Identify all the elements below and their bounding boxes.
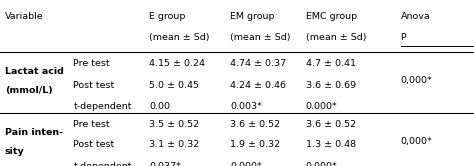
- Text: Variable: Variable: [5, 12, 43, 21]
- Text: EMC group: EMC group: [306, 12, 357, 21]
- Text: 3.5 ± 0.52: 3.5 ± 0.52: [149, 120, 200, 129]
- Text: Lactat acid: Lactat acid: [5, 67, 64, 76]
- Text: 1.3 ± 0.48: 1.3 ± 0.48: [306, 140, 356, 149]
- Text: Anova: Anova: [401, 12, 430, 21]
- Text: 0.003*: 0.003*: [230, 102, 262, 111]
- Text: 1.9 ± 0.32: 1.9 ± 0.32: [230, 140, 280, 149]
- Text: 4.7 ± 0.41: 4.7 ± 0.41: [306, 59, 356, 68]
- Text: Pre test: Pre test: [73, 59, 110, 68]
- Text: (mean ± Sd): (mean ± Sd): [306, 33, 366, 42]
- Text: 0.000*: 0.000*: [230, 162, 262, 166]
- Text: Post test: Post test: [73, 140, 115, 149]
- Text: 4.74 ± 0.37: 4.74 ± 0.37: [230, 59, 286, 68]
- Text: 0,000*: 0,000*: [401, 137, 432, 146]
- Text: 0.000*: 0.000*: [306, 102, 337, 111]
- Text: (mean ± Sd): (mean ± Sd): [230, 33, 291, 42]
- Text: 4.24 ± 0.46: 4.24 ± 0.46: [230, 81, 286, 89]
- Text: Pain inten-: Pain inten-: [5, 128, 63, 137]
- Text: 3.6 ± 0.52: 3.6 ± 0.52: [306, 120, 356, 129]
- Text: 3.6 ± 0.69: 3.6 ± 0.69: [306, 81, 356, 89]
- Text: 3.6 ± 0.52: 3.6 ± 0.52: [230, 120, 280, 129]
- Text: t-dependent: t-dependent: [73, 102, 132, 111]
- Text: Post test: Post test: [73, 81, 115, 89]
- Text: E group: E group: [149, 12, 186, 21]
- Text: t-dependent: t-dependent: [73, 162, 132, 166]
- Text: (mmol/L): (mmol/L): [5, 86, 53, 95]
- Text: 0.037*: 0.037*: [149, 162, 181, 166]
- Text: 5.0 ± 0.45: 5.0 ± 0.45: [149, 81, 199, 89]
- Text: Pre test: Pre test: [73, 120, 110, 129]
- Text: EM group: EM group: [230, 12, 274, 21]
- Text: P: P: [401, 33, 406, 42]
- Text: 0.000*: 0.000*: [306, 162, 337, 166]
- Text: 3.1 ± 0.32: 3.1 ± 0.32: [149, 140, 200, 149]
- Text: 4.15 ± 0.24: 4.15 ± 0.24: [149, 59, 205, 68]
- Text: 0.00: 0.00: [149, 102, 170, 111]
- Text: sity: sity: [5, 147, 25, 156]
- Text: 0,000*: 0,000*: [401, 76, 432, 85]
- Text: (mean ± Sd): (mean ± Sd): [149, 33, 210, 42]
